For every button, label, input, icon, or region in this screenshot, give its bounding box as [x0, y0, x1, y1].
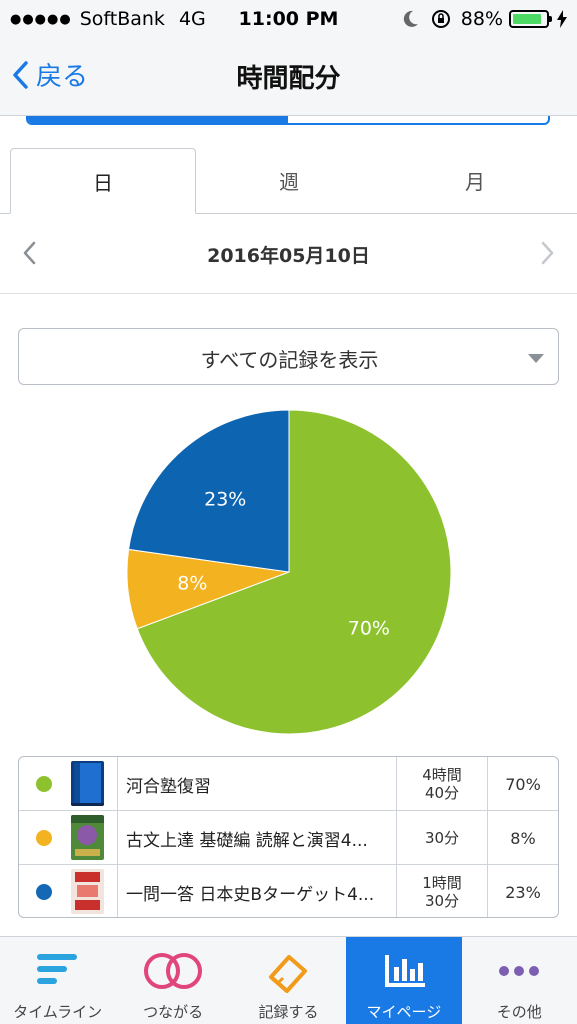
record-title: 古文上達 基礎編 読解と演習4...	[126, 831, 368, 851]
tab-more[interactable]: その他	[462, 937, 577, 1024]
connect-icon	[144, 953, 203, 989]
table-row[interactable]: 河合塾復習 4時間 40分 70%	[19, 757, 558, 811]
series-color-dot	[36, 776, 52, 792]
bottom-tab-bar: タイムライン つながる 記録する	[0, 936, 577, 1024]
status-right: 88%	[403, 8, 567, 30]
tab-mypage[interactable]: マイページ	[346, 937, 462, 1024]
cell-divider	[487, 865, 488, 917]
cell-divider	[396, 757, 397, 811]
moon-icon	[403, 10, 418, 27]
records-table: 河合塾復習 4時間 40分 70% 古文上達 基礎編 読解と演習4... 30分…	[18, 756, 559, 918]
more-icon	[499, 966, 540, 976]
battery-percent: 88%	[460, 8, 503, 30]
tab-label: つながる	[143, 1003, 204, 1021]
status-left: ●●●●● SoftBank 4G	[10, 8, 206, 30]
record-title: 河合塾復習	[126, 777, 211, 797]
pie-slice	[136, 409, 452, 735]
status-bar: ●●●●● SoftBank 4G 11:00 PM 88%	[0, 0, 577, 38]
segmented-selected-part	[28, 116, 288, 123]
record-time-minutes: 30分	[424, 892, 460, 910]
book-thumbnail-icon	[71, 815, 104, 860]
pie-slice-label: 23%	[204, 489, 246, 511]
page-title: 時間配分	[236, 64, 341, 94]
network-type: 4G	[178, 8, 206, 30]
chevron-left-icon	[23, 241, 36, 265]
tab-record[interactable]: 記録する	[231, 937, 346, 1024]
book-thumbnail-icon	[71, 761, 104, 806]
cell-divider	[117, 865, 118, 917]
tab-week[interactable]: 週	[279, 170, 299, 194]
time-allocation-pie-chart: 70% 8% 23%	[126, 409, 452, 735]
pie-chart-svg: 70% 8% 23%	[126, 409, 452, 735]
record-time-hours: 4時間	[422, 766, 462, 784]
pie-slice-label: 8%	[177, 573, 207, 595]
record-time: 30分	[397, 811, 487, 865]
record-title: 一問一答 日本史Bターゲット4...	[126, 885, 375, 905]
tab-month[interactable]: 月	[465, 170, 485, 194]
cell-divider	[487, 811, 488, 865]
record-percent: 70%	[505, 774, 541, 794]
tab-connect[interactable]: つながる	[115, 937, 230, 1024]
tab-timeline[interactable]: タイムライン	[0, 937, 115, 1024]
battery-icon	[509, 10, 552, 28]
tab-label: タイムライン	[13, 1003, 103, 1021]
record-filter-select[interactable]: すべての記録を表示	[18, 328, 559, 385]
pie-slice-label: 70%	[348, 617, 390, 639]
dropdown-arrow-icon	[528, 354, 544, 363]
record-filter-value: すべての記録を表示	[200, 348, 379, 372]
signal-strength-icon: ●●●●●	[10, 11, 72, 27]
record-icon	[269, 955, 308, 993]
record-percent: 23%	[505, 882, 541, 902]
tab-label: マイページ	[366, 1003, 442, 1021]
tab-day[interactable]: 日	[10, 148, 196, 214]
chevron-right-icon	[541, 241, 554, 265]
segmented-control-strip[interactable]	[26, 116, 550, 125]
table-row[interactable]: 一問一答 日本史Bターゲット4... 1時間 30分 23%	[19, 865, 558, 917]
cell-divider	[396, 865, 397, 917]
record-time: 1時間 30分	[397, 865, 487, 917]
next-date-button[interactable]	[541, 241, 555, 269]
record-time-minutes: 40分	[424, 784, 460, 802]
orientation-lock-icon	[431, 10, 450, 28]
pie-slice	[128, 409, 290, 573]
tab-label: その他	[496, 1003, 542, 1021]
cell-divider	[487, 757, 488, 811]
record-time-minutes: 30分	[424, 829, 460, 847]
back-button[interactable]: 戻る	[12, 56, 88, 93]
table-row[interactable]: 古文上達 基礎編 読解と演習4... 30分 8%	[19, 811, 558, 865]
battery-level	[513, 14, 542, 24]
current-date: 2016年05月10日	[207, 245, 370, 267]
status-time: 11:00 PM	[238, 8, 339, 30]
chevron-left-icon	[13, 60, 28, 89]
mypage-chart-icon	[384, 955, 425, 987]
record-time-hours: 1時間	[422, 874, 462, 892]
cell-divider	[117, 811, 118, 865]
date-navigator: 2016年05月10日	[0, 214, 577, 294]
period-tabs: 日 週 月	[0, 148, 577, 214]
navigation-bar: 戻る 時間配分	[0, 38, 577, 116]
series-color-dot	[36, 884, 52, 900]
book-thumbnail-icon	[71, 869, 104, 914]
record-time: 4時間 40分	[397, 757, 487, 811]
tab-label: 記録する	[258, 1003, 319, 1021]
cell-divider	[117, 757, 118, 811]
record-percent: 8%	[510, 828, 536, 848]
previous-date-button[interactable]	[22, 241, 36, 269]
carrier-name: SoftBank	[79, 8, 165, 30]
series-color-dot	[36, 830, 52, 846]
timeline-icon	[36, 954, 77, 984]
charging-bolt-icon	[557, 10, 567, 28]
cell-divider	[396, 811, 397, 865]
back-label: 戻る	[36, 62, 89, 92]
